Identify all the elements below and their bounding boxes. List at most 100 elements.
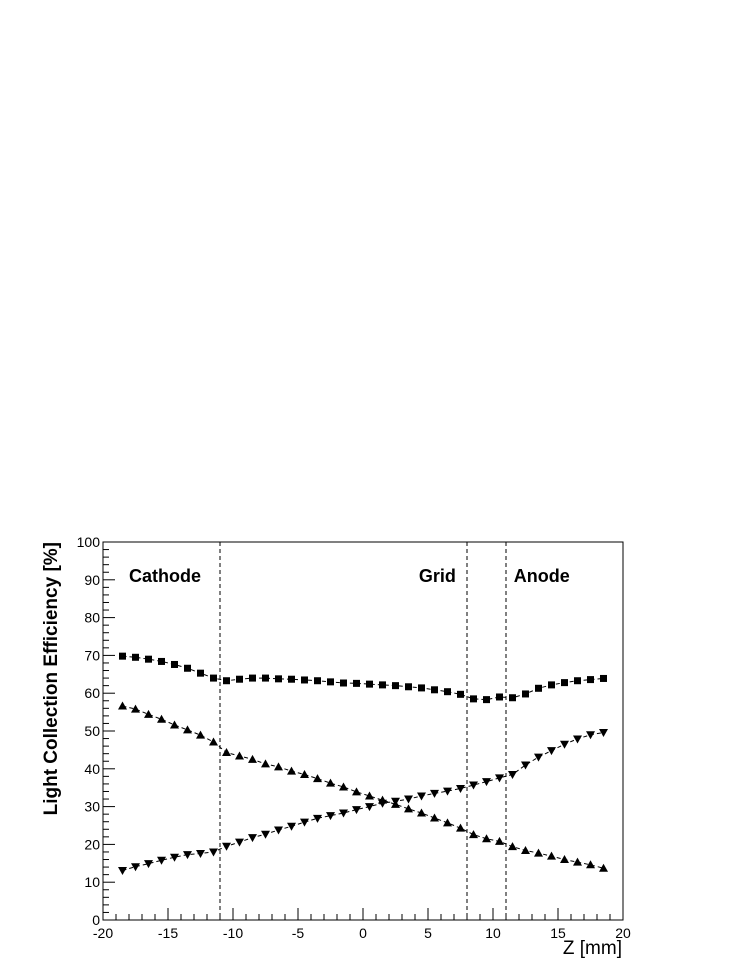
data-point bbox=[183, 725, 192, 734]
data-point bbox=[457, 690, 464, 698]
x-tick-label: -5 bbox=[292, 925, 305, 941]
data-point bbox=[261, 830, 270, 839]
data-point bbox=[223, 677, 230, 685]
data-point bbox=[599, 863, 608, 872]
x-tick-label: 20 bbox=[615, 925, 631, 941]
data-point bbox=[586, 860, 595, 869]
data-point bbox=[547, 851, 556, 860]
region-label: Anode bbox=[514, 566, 570, 586]
x-axis-title: Z [mm] bbox=[563, 938, 622, 959]
data-point bbox=[483, 696, 490, 704]
data-point bbox=[275, 675, 282, 683]
data-point bbox=[522, 690, 529, 698]
data-point bbox=[379, 681, 386, 689]
data-point bbox=[535, 684, 542, 692]
x-tick-label: 5 bbox=[424, 925, 432, 941]
data-point bbox=[365, 803, 374, 812]
series-connector-line bbox=[122, 655, 604, 701]
data-point bbox=[430, 813, 439, 822]
data-point bbox=[366, 680, 373, 688]
data-point bbox=[196, 849, 205, 858]
y-tick-label: 30 bbox=[84, 799, 100, 815]
series-square bbox=[119, 652, 607, 704]
data-point bbox=[378, 799, 387, 808]
data-point bbox=[365, 791, 374, 800]
data-point bbox=[495, 836, 504, 845]
data-point bbox=[339, 782, 348, 791]
data-point bbox=[508, 842, 517, 851]
data-point bbox=[418, 684, 425, 692]
data-point bbox=[405, 683, 412, 691]
data-point bbox=[548, 681, 555, 689]
y-tick-label: 100 bbox=[77, 534, 101, 550]
x-tick-label: -15 bbox=[158, 925, 178, 941]
data-point bbox=[170, 853, 179, 862]
data-point bbox=[534, 848, 543, 857]
data-point bbox=[300, 818, 309, 827]
data-point bbox=[352, 806, 361, 815]
data-point bbox=[184, 664, 191, 672]
data-point bbox=[132, 653, 139, 661]
data-point bbox=[534, 753, 543, 762]
y-tick-label: 40 bbox=[84, 761, 100, 777]
y-tick-label: 90 bbox=[84, 572, 100, 588]
data-point bbox=[209, 848, 218, 857]
data-point bbox=[274, 826, 283, 835]
data-point bbox=[262, 674, 269, 682]
data-point bbox=[521, 845, 530, 854]
data-point bbox=[209, 737, 218, 746]
plot-frame bbox=[102, 541, 624, 921]
data-point bbox=[222, 842, 231, 851]
data-point bbox=[340, 679, 347, 687]
data-point bbox=[144, 860, 153, 869]
data-point bbox=[157, 856, 166, 865]
data-point bbox=[131, 704, 140, 713]
y-tick-label: 50 bbox=[84, 723, 100, 739]
data-point bbox=[482, 834, 491, 843]
y-axis-title: Light Collection Efficiency [%] bbox=[41, 542, 62, 815]
data-point bbox=[248, 754, 257, 763]
data-point bbox=[508, 770, 517, 779]
data-point bbox=[248, 834, 257, 843]
data-point bbox=[197, 669, 204, 677]
data-point bbox=[469, 781, 478, 790]
data-point bbox=[249, 674, 256, 682]
data-point bbox=[326, 812, 335, 821]
series-triangle-up bbox=[118, 701, 608, 872]
data-point bbox=[313, 814, 322, 823]
data-point bbox=[430, 789, 439, 798]
data-point bbox=[118, 866, 127, 875]
plot-area-border bbox=[102, 541, 624, 921]
data-point bbox=[456, 823, 465, 832]
data-point bbox=[443, 787, 452, 796]
data-point bbox=[287, 822, 296, 831]
series-connector-line bbox=[122, 705, 604, 869]
series-connector-line bbox=[122, 732, 604, 871]
data-point bbox=[547, 747, 556, 756]
data-point bbox=[339, 809, 348, 818]
axes: -20 -15 -10 -5 0 5 10 15 20 0 10 20 30 40 50 60 70 80 90 10… bbox=[77, 534, 631, 941]
data-point bbox=[157, 714, 166, 723]
data-point bbox=[431, 686, 438, 694]
data-point bbox=[521, 761, 530, 770]
data-point bbox=[274, 762, 283, 771]
data-point bbox=[118, 701, 127, 710]
data-point bbox=[183, 851, 192, 860]
data-point bbox=[599, 729, 608, 738]
data-point bbox=[573, 857, 582, 866]
x-tick-label: 15 bbox=[550, 925, 566, 941]
data-point bbox=[587, 676, 594, 684]
data-point bbox=[509, 694, 516, 702]
data-point bbox=[443, 818, 452, 827]
data-point bbox=[417, 792, 426, 801]
data-point bbox=[171, 660, 178, 668]
data-point bbox=[144, 709, 153, 718]
data-point bbox=[417, 808, 426, 817]
y-tick-label: 70 bbox=[84, 647, 100, 663]
y-tick-label: 60 bbox=[84, 685, 100, 701]
y-tick-label: 80 bbox=[84, 610, 100, 626]
data-point bbox=[222, 748, 231, 757]
data-point bbox=[404, 804, 413, 813]
data-point bbox=[196, 730, 205, 739]
